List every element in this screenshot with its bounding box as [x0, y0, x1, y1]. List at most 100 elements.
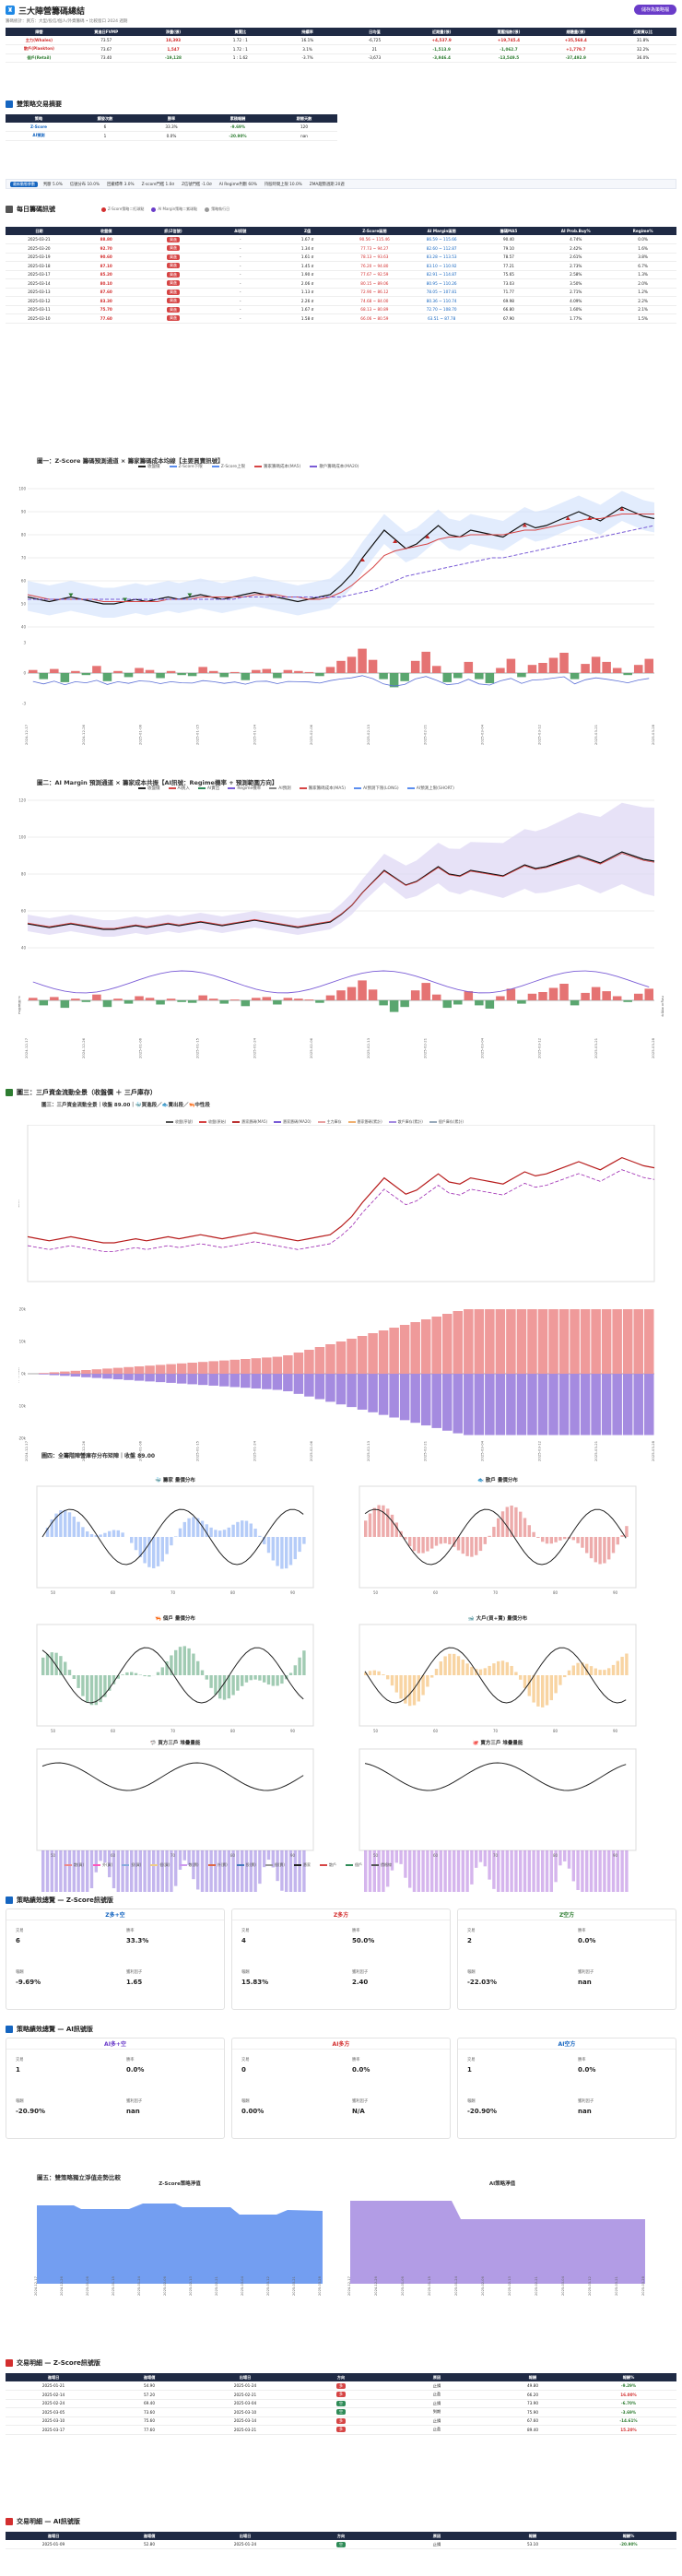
- volume-bar: [156, 1537, 160, 1566]
- zscore-bar: [71, 670, 80, 673]
- volume-bar: [196, 1850, 200, 1890]
- volume-bar: [500, 1660, 505, 1675]
- signal-badge: 買進: [166, 236, 180, 242]
- volume-bar: [178, 1647, 182, 1675]
- ma-cell: 77.21: [475, 261, 543, 271]
- whale-inventory-bar: [357, 1336, 368, 1374]
- price-line: [41, 1647, 304, 1704]
- volume-bar: [532, 1675, 535, 1703]
- ai-bar: [485, 1000, 495, 1009]
- x-tick-label: 60: [111, 1590, 116, 1595]
- volume-bar: [536, 1850, 540, 1892]
- regime-cell: 1.5%: [609, 313, 676, 324]
- cell: 33.3%: [138, 123, 205, 132]
- trade-col-header: 出場日: [197, 2373, 293, 2381]
- volume-bar: [625, 1653, 629, 1675]
- legend-item: AI預測下限(LONG): [354, 786, 399, 791]
- table-row: 2025-03-10 75.60 2025-03-14 多 止損 67.60 -14.61%: [6, 2416, 676, 2426]
- x-tick-label: 2025-03-28: [641, 2275, 645, 2296]
- volume-bar: [249, 1523, 253, 1537]
- zscore-bar: [527, 665, 537, 673]
- arange-cell: 82.91 ~ 114.87: [407, 270, 476, 279]
- ai-bar: [208, 998, 218, 1000]
- volume-bar: [549, 1537, 553, 1544]
- volume-bar: [298, 1850, 301, 1892]
- detail-col-header: AI Prob.Buy%: [542, 227, 610, 235]
- volume-bar: [50, 1850, 53, 1892]
- whale-inventory-bar: [262, 1357, 272, 1374]
- y-tick-label: 100: [18, 487, 26, 491]
- retail-inventory-bar: [591, 1374, 601, 1436]
- retail-inventory-bar: [197, 1374, 208, 1386]
- summary-col-header: 總體量(張): [542, 28, 610, 36]
- volume-bar: [266, 1675, 271, 1685]
- whale-inventory-bar: [60, 1371, 70, 1374]
- table-row: 2025-01-09 52.80 2025-01-24 空 止損 53.10 -20.90%: [6, 2540, 676, 2549]
- legend-swatch-icon: [197, 787, 206, 789]
- legend-item: 外(買): [93, 1862, 112, 1868]
- volume-bar: [377, 1505, 381, 1537]
- direction-cell: 多: [293, 2416, 389, 2426]
- retail-inventory-bar: [283, 1374, 293, 1391]
- zscore-bar: [453, 673, 463, 679]
- volume-bar: [497, 1850, 500, 1892]
- panel-frame: [36, 1624, 314, 1727]
- volume-bar: [483, 1537, 487, 1544]
- ai-bar: [123, 1000, 134, 1004]
- x-tick-label: 2025-03-12: [266, 2276, 270, 2296]
- ai-bar: [145, 998, 155, 1000]
- volume-bar: [178, 1528, 182, 1537]
- y-tick-label: -20k: [18, 1436, 27, 1441]
- signal-cell: 買進: [139, 270, 207, 279]
- volume-bar: [99, 1850, 102, 1861]
- z-cell: 1.13 σ: [274, 288, 341, 297]
- ai-bar: [347, 987, 357, 1000]
- retail-inventory-bar: [474, 1374, 485, 1436]
- volume-bar: [456, 1656, 461, 1675]
- x-tick-label: 2025-01-06: [401, 2275, 405, 2296]
- trade-col-header: 報酬%: [581, 2532, 676, 2540]
- logo-icon: ♜: [6, 6, 15, 15]
- x-tick-label: 2025-02-13: [366, 1037, 370, 1058]
- retail-inventory-bar: [516, 1374, 527, 1436]
- perf-card: Z多方 交易 4 勝率 50.0% 報酬 15.83% 獲利因子 2.40: [231, 1908, 451, 2010]
- volume-bar: [443, 1850, 447, 1892]
- signal-cell: 買進: [139, 253, 207, 262]
- trade-col-header: 進場日: [6, 2532, 101, 2540]
- volume-bar: [412, 1850, 417, 1892]
- volume-bar: [364, 1850, 368, 1892]
- legend-item: 籌家籌碼成本(MA5): [299, 786, 346, 791]
- volume-bar: [67, 1670, 72, 1675]
- exit-date: 2025-01-24: [197, 2540, 293, 2549]
- save-strategy-button[interactable]: 儲存為策略檔: [633, 5, 676, 15]
- trade-col-header: 原因: [389, 2532, 485, 2540]
- date-cell: 2025-03-18: [6, 261, 73, 271]
- entry-date: 2025-01-21: [6, 2381, 101, 2391]
- perf-label: 勝率: [578, 1929, 586, 1933]
- zscore-bar: [570, 673, 580, 679]
- volume-bar: [598, 1850, 602, 1892]
- ai-bar: [92, 994, 101, 1000]
- retail-inventory-bar: [145, 1374, 155, 1382]
- legend-item: AI買入: [168, 786, 190, 791]
- retail-inventory-bar: [622, 1374, 633, 1436]
- volume-bar: [253, 1529, 257, 1537]
- signals-col-header: 期間天數: [271, 114, 337, 123]
- exit-price: 73.90: [485, 2399, 581, 2408]
- x-tick-label: 2025-02-06: [163, 2275, 167, 2296]
- legend-item: 散戶庫存(累計): [388, 1119, 423, 1125]
- volume-bar: [288, 1850, 293, 1892]
- volume-bar: [280, 1537, 284, 1569]
- ai-bar: [453, 1000, 463, 1005]
- price-line: [364, 1762, 627, 1791]
- perf-card: Z空方 交易 2 勝率 0.0% 報酬 -22.03% 獲利因子 nan: [457, 1908, 676, 2010]
- legend-swatch-icon: [138, 466, 146, 467]
- x-tick-label: 60: [111, 1853, 116, 1858]
- x-tick-label: 2025-02-21: [423, 1037, 428, 1058]
- y-tick-label: 0: [23, 671, 26, 676]
- volume-bar: [434, 1669, 439, 1675]
- legend-item: 主力庫存: [317, 1119, 342, 1125]
- volume-bar: [453, 1850, 456, 1892]
- legend-item: 散(買): [65, 1862, 84, 1868]
- volume-bar: [302, 1537, 306, 1544]
